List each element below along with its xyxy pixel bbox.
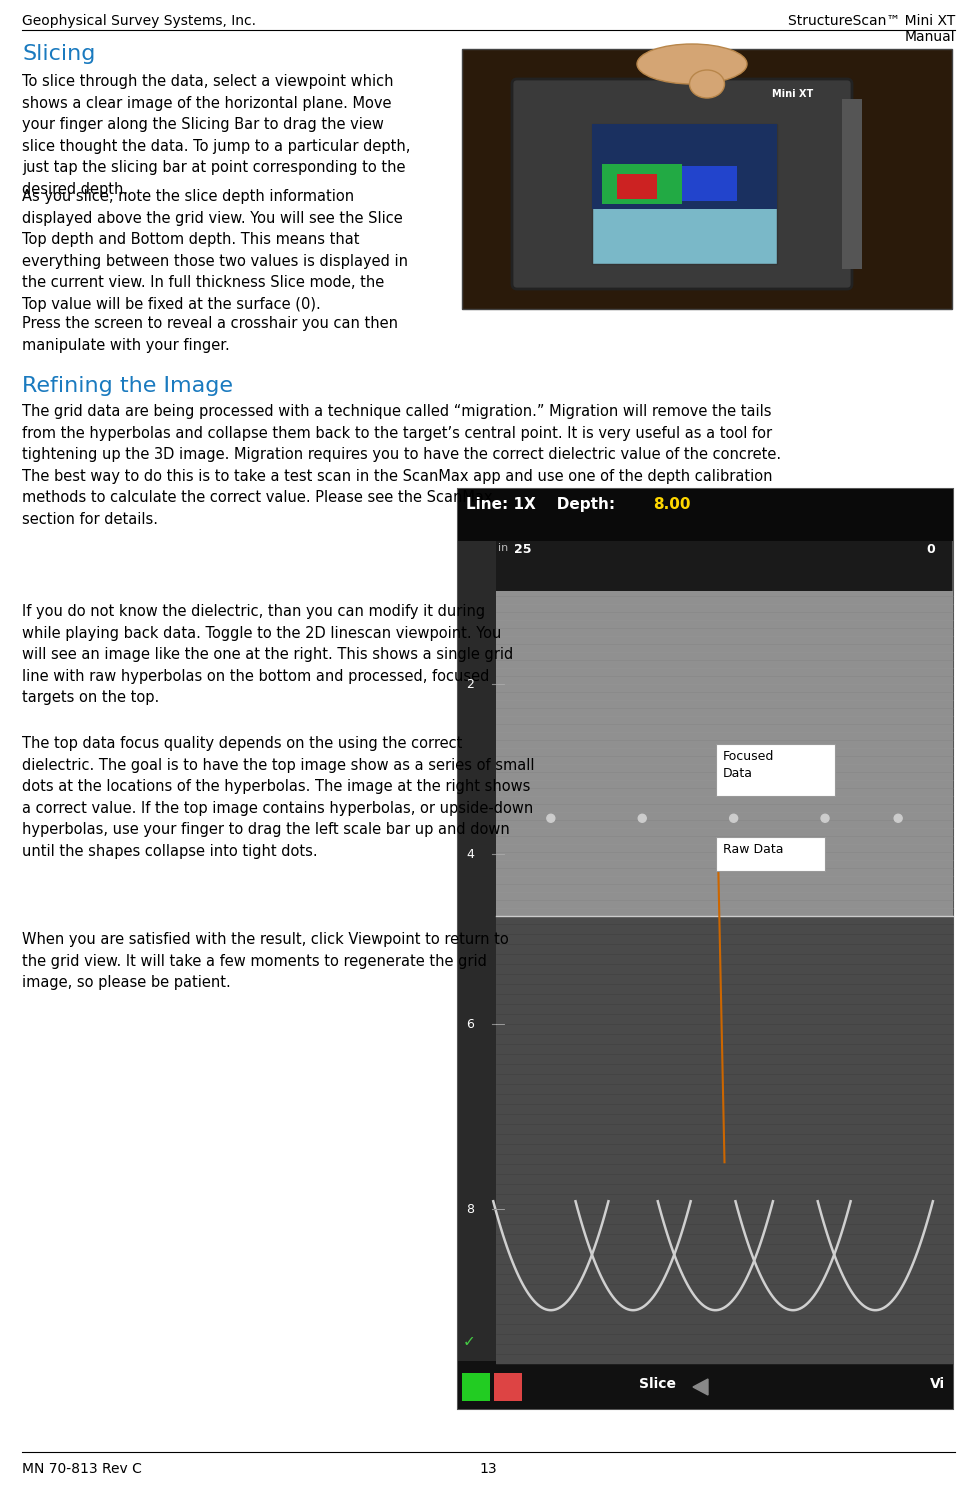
FancyBboxPatch shape (512, 80, 852, 289)
Text: Mini XT: Mini XT (772, 89, 813, 99)
Text: ✓: ✓ (463, 1334, 476, 1349)
FancyBboxPatch shape (458, 489, 953, 541)
Text: StructureScan™ Mini XT: StructureScan™ Mini XT (787, 14, 955, 29)
Text: To slice through the data, select a viewpoint which
shows a clear image of the h: To slice through the data, select a view… (22, 74, 410, 197)
Text: Slicing: Slicing (22, 44, 96, 65)
Ellipse shape (690, 71, 725, 98)
Text: Line: 1X    Depth:: Line: 1X Depth: (466, 496, 620, 511)
FancyBboxPatch shape (496, 916, 953, 1364)
FancyBboxPatch shape (462, 1373, 490, 1402)
FancyBboxPatch shape (458, 1361, 953, 1409)
Circle shape (894, 814, 902, 823)
FancyBboxPatch shape (716, 744, 835, 796)
Text: MN 70-813 Rev C: MN 70-813 Rev C (22, 1462, 142, 1475)
FancyBboxPatch shape (458, 489, 953, 1409)
FancyBboxPatch shape (602, 164, 682, 205)
Text: Manual: Manual (905, 30, 955, 44)
Text: Refining the Image: Refining the Image (22, 376, 233, 396)
Circle shape (547, 814, 555, 823)
Text: in: in (498, 543, 508, 553)
FancyBboxPatch shape (682, 165, 737, 202)
FancyBboxPatch shape (592, 123, 777, 209)
FancyBboxPatch shape (716, 838, 825, 871)
FancyBboxPatch shape (592, 123, 777, 265)
Text: Slice: Slice (640, 1378, 676, 1391)
FancyBboxPatch shape (617, 174, 657, 199)
FancyBboxPatch shape (496, 591, 953, 916)
FancyBboxPatch shape (842, 99, 862, 269)
Circle shape (730, 814, 738, 823)
Text: Raw Data: Raw Data (723, 844, 784, 856)
Text: As you slice, note the slice depth information
displayed above the grid view. Yo: As you slice, note the slice depth infor… (22, 190, 408, 311)
Circle shape (821, 814, 829, 823)
FancyBboxPatch shape (494, 1373, 522, 1402)
Text: 13: 13 (479, 1462, 497, 1475)
Text: When you are satisfied with the result, click Viewpoint to return to
the grid vi: When you are satisfied with the result, … (22, 932, 509, 990)
Text: 0: 0 (926, 543, 935, 556)
Text: 8.00: 8.00 (653, 496, 691, 511)
Circle shape (638, 814, 646, 823)
Text: 6: 6 (466, 1018, 474, 1030)
Ellipse shape (637, 44, 747, 84)
Text: Vi: Vi (930, 1378, 945, 1391)
FancyBboxPatch shape (462, 50, 952, 308)
Text: Press the screen to reveal a crosshair you can then
manipulate with your finger.: Press the screen to reveal a crosshair y… (22, 316, 398, 352)
Text: If you do not know the dielectric, than you can modify it during
while playing b: If you do not know the dielectric, than … (22, 605, 513, 705)
FancyBboxPatch shape (458, 541, 496, 1364)
Text: The grid data are being processed with a technique called “migration.” Migration: The grid data are being processed with a… (22, 405, 782, 526)
Text: Geophysical Survey Systems, Inc.: Geophysical Survey Systems, Inc. (22, 14, 256, 29)
Text: 4: 4 (466, 848, 474, 860)
Text: 25: 25 (514, 543, 531, 556)
Text: 2: 2 (466, 678, 474, 690)
Text: Focused
Data: Focused Data (723, 750, 775, 781)
Polygon shape (693, 1379, 708, 1396)
Text: 8: 8 (466, 1203, 474, 1217)
Text: The top data focus quality depends on the using the correct
dielectric. The goal: The top data focus quality depends on th… (22, 735, 534, 859)
